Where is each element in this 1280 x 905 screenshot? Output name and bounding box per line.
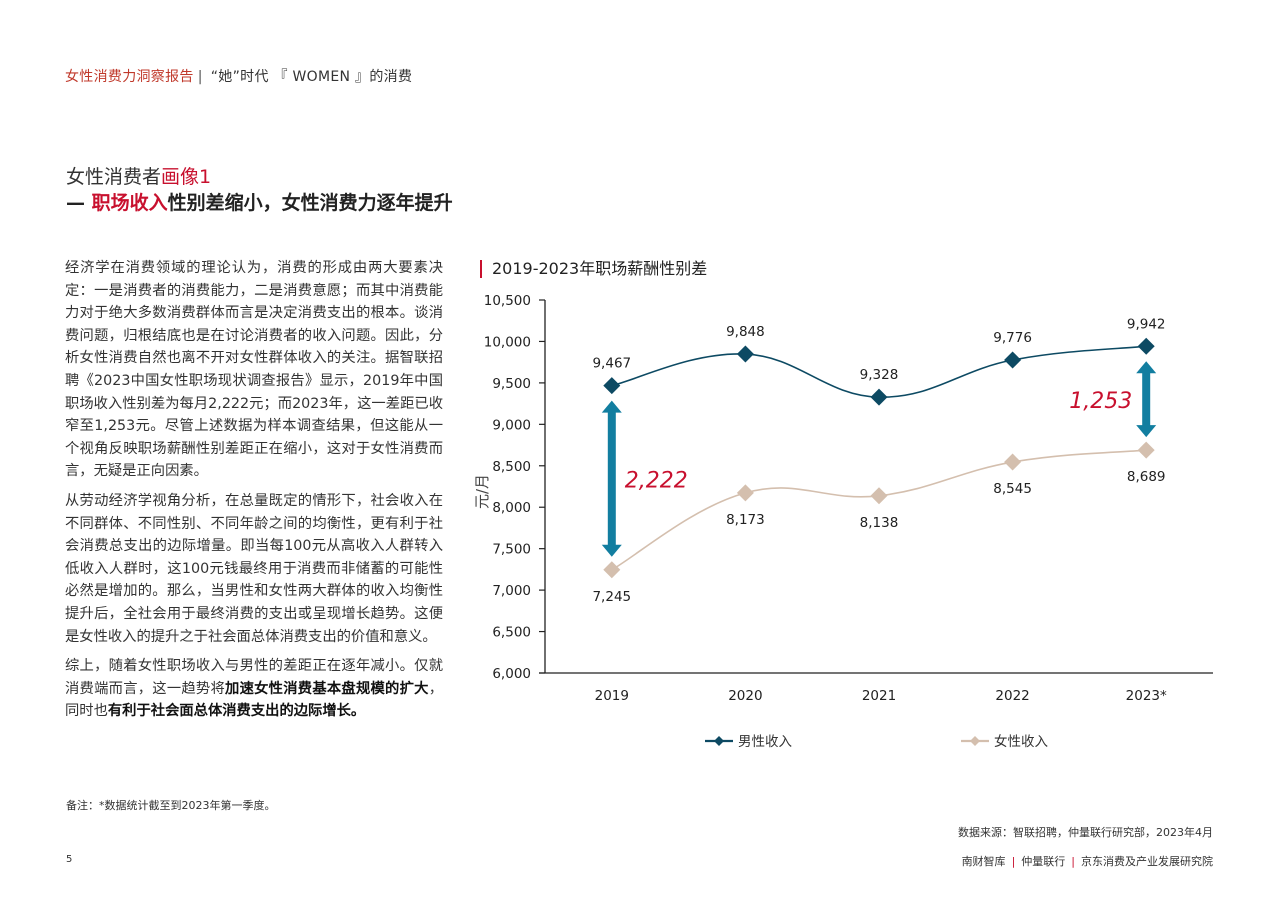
data-label: 9,467: [592, 356, 631, 372]
y-tick-label: 7,000: [492, 583, 531, 599]
org-2: 仲量联行: [1021, 855, 1066, 868]
report-name: 女性消费力洞察报告: [65, 69, 194, 85]
x-tick-label: 2022: [995, 688, 1029, 704]
data-label: 7,245: [592, 589, 631, 605]
data-point-marker: [603, 561, 621, 579]
data-point-marker: [1004, 351, 1022, 369]
gap-double-arrow-icon: [601, 400, 622, 557]
paragraph-3: 综上，随着女性职场收入与男性的差距正在逐年减小。仅就消费端而言，这一趋势将加速女…: [65, 655, 443, 723]
section-heading: — 职场收入性别差缩小，女性消费力逐年提升: [66, 188, 453, 215]
data-point-marker: [736, 484, 754, 502]
y-tick-label: 9,000: [492, 417, 531, 433]
x-tick-label: 2021: [862, 688, 896, 704]
y-tick-label: 8,000: [492, 500, 531, 516]
data-label: 9,328: [860, 367, 899, 383]
data-label: 9,776: [993, 330, 1032, 346]
gap-value-annotation: 2,222: [625, 469, 688, 494]
y-tick-label: 10,500: [484, 293, 531, 309]
chart-annotations: 2,222 1,253: [601, 361, 1157, 557]
footnote: 备注：*数据统计截至到2023年第一季度。: [66, 799, 276, 812]
data-point-marker: [1137, 441, 1155, 459]
legend-label: 男性收入: [738, 734, 792, 750]
gap-value-annotation: 1,253: [1069, 389, 1132, 414]
y-tick-label: 10,000: [484, 334, 531, 350]
y-axis-label: 元/月: [473, 474, 491, 509]
data-label: 8,138: [860, 515, 899, 531]
report-header: 女性消费力洞察报告 | “她”时代 『 WOMEN 』的消费: [65, 66, 412, 86]
data-point-marker: [870, 487, 888, 505]
chart-legend: 男性收入 女性收入: [705, 733, 1048, 750]
org-1: 南财智库: [961, 855, 1006, 868]
data-label: 9,942: [1127, 316, 1166, 332]
x-tick-label: 2023*: [1126, 688, 1167, 704]
data-point-marker: [1137, 337, 1155, 355]
data-point-marker: [736, 345, 754, 363]
chart-title: 2019-2023年职场薪酬性别差: [480, 260, 707, 278]
section-title-accent: 画像1: [161, 166, 212, 188]
data-point-marker: [870, 388, 888, 406]
heading-rest: 性别差缩小，女性消费力逐年提升: [167, 192, 453, 214]
report-subtitle: “她”时代 『 WOMEN 』的消费: [210, 69, 413, 85]
y-tick-label: 9,500: [492, 376, 531, 392]
y-tick-label: 6,500: [492, 625, 531, 641]
body-text: 经济学在消费领域的理论认为，消费的形成由两大要素决定：一是消费者的消费能力，二是…: [65, 257, 443, 730]
section-title-prefix: 女性消费者: [66, 166, 162, 188]
header-separator: |: [197, 69, 203, 85]
paragraph-3-text-b: ，同时也: [65, 680, 444, 720]
series-line: [611, 449, 1147, 571]
legend-diamond-icon: [970, 736, 980, 746]
x-tick-label: 2020: [728, 688, 762, 704]
legend-label: 女性收入: [994, 733, 1048, 750]
chart-axes: 10,500 10,000 9,500 9,000 8,500 8,000 7,500 7,0…: [473, 293, 1213, 704]
y-tick-label: 7,500: [492, 542, 531, 558]
data-point-marker: [603, 377, 621, 395]
data-source: 数据来源：智联招聘，仲量联行研究部，2023年4月: [958, 826, 1213, 839]
paragraph-3-text-a: 综上，随着女性职场收入与男性的差距正在逐年减小。仅就消费端而言，这一趋势将: [65, 658, 443, 697]
section-title: 女性消费者画像1: [66, 162, 211, 189]
page-number: 5: [66, 854, 73, 865]
data-label: 8,689: [1127, 469, 1166, 485]
heading-accent: 职场收入: [91, 192, 168, 214]
footer-organizations: 南财智库 | 仲量联行 | 京东消费及产业发展研究院: [962, 853, 1213, 869]
org-divider: |: [1011, 855, 1016, 868]
org-3: 京东消费及产业发展研究院: [1081, 855, 1213, 868]
org-divider: |: [1071, 855, 1075, 868]
data-point-marker: [1004, 453, 1022, 471]
paragraph-2: 从劳动经济学视角分析，在总量既定的情形下，社会收入在不同群体、不同性别、不同年龄…: [65, 492, 443, 645]
heading-dash: —: [66, 192, 92, 214]
legend-diamond-icon: [714, 736, 724, 746]
gap-double-arrow-icon: [1136, 361, 1157, 438]
data-label: 8,545: [993, 481, 1032, 497]
y-tick-label: 6,000: [492, 666, 531, 682]
x-tick-label: 2019: [595, 688, 629, 704]
chart-series: 9,467 9,848 9,328 9,776 9,942 7,245 8,173 8,138…: [592, 316, 1165, 605]
y-tick-label: 8,500: [492, 459, 531, 475]
paragraph-3-bold-a: 加速女性消费基本盘规模的扩大: [225, 680, 429, 697]
data-label: 9,848: [726, 324, 765, 340]
paragraph-3-bold-b: 有利于社会面总体消费支出的边际增长。: [107, 703, 366, 720]
data-label: 8,173: [726, 512, 765, 528]
paragraph-1: 经济学在消费领域的理论认为，消费的形成由两大要素决定：一是消费者的消费能力，二是…: [65, 260, 443, 480]
